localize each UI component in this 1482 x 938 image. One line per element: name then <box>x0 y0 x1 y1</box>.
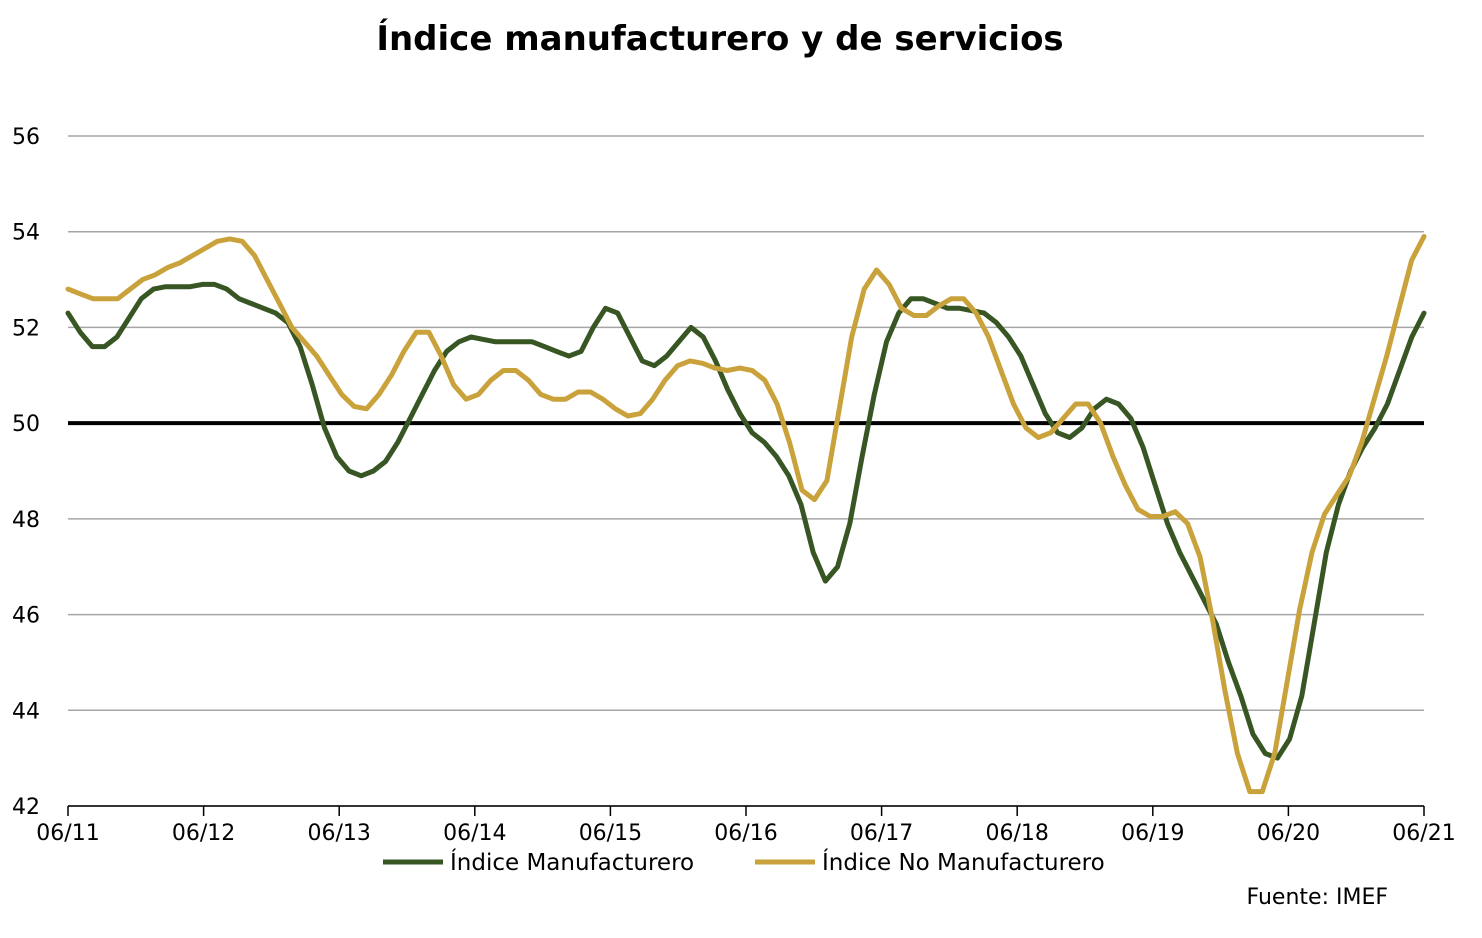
x-tick-label: 06/13 <box>307 821 370 846</box>
y-tick-label: 54 <box>12 221 40 246</box>
x-tick-label: 06/14 <box>443 821 506 846</box>
legend-label: Índice No Manufacturero <box>822 848 1105 876</box>
chart-title: Índice manufacturero y de servicios <box>376 18 1063 59</box>
series-line-manufacturero <box>65 281 1427 761</box>
x-tick-label: 06/21 <box>1392 821 1455 846</box>
y-tick-label: 52 <box>12 316 40 341</box>
y-tick-label: 44 <box>12 699 40 724</box>
x-axis: 06/11 06/12 06/13 06/14 06/15 06/16 06/17 06/18… <box>36 805 1456 846</box>
x-tick-label: 06/18 <box>985 821 1048 846</box>
gridlines <box>68 135 1424 807</box>
x-tick-label: 06/17 <box>850 821 913 846</box>
x-tick-label: 06/11 <box>36 821 99 846</box>
x-tick-label: 06/16 <box>714 821 777 846</box>
x-tick-label: 06/15 <box>579 821 642 846</box>
x-tick-label: 06/19 <box>1121 821 1184 846</box>
x-tick-label: 06/20 <box>1257 821 1320 846</box>
y-tick-label: 42 <box>12 795 40 820</box>
legend-label: Índice Manufacturero <box>450 848 694 876</box>
source-note: Fuente: IMEF <box>1247 885 1388 910</box>
y-tick-label: 50 <box>12 412 40 437</box>
y-axis: 42 44 46 48 50 52 54 56 <box>12 125 40 820</box>
series-group <box>65 234 1427 795</box>
legend: Índice Manufacturero Índice No Manufactur… <box>383 848 1105 876</box>
y-tick-label: 56 <box>12 125 40 150</box>
x-tick-label: 06/12 <box>172 821 235 846</box>
y-tick-label: 46 <box>12 604 40 629</box>
y-tick-label: 48 <box>12 508 40 533</box>
series-line-no-manufacturero <box>65 234 1427 795</box>
